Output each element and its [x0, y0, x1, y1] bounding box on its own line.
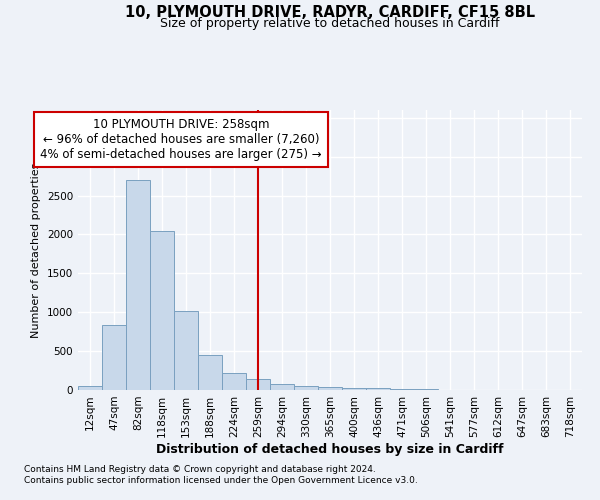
Bar: [318, 387, 342, 390]
Bar: [246, 378, 270, 390]
Text: Contains HM Land Registry data © Crown copyright and database right 2024.: Contains HM Land Registry data © Crown c…: [24, 465, 376, 474]
Bar: [198, 355, 222, 390]
Bar: [390, 389, 414, 390]
Bar: [342, 388, 366, 390]
Bar: [222, 373, 246, 390]
Bar: [366, 388, 390, 390]
Bar: [102, 326, 126, 390]
Bar: [270, 384, 294, 390]
Bar: [78, 386, 102, 390]
Text: Distribution of detached houses by size in Cardiff: Distribution of detached houses by size …: [156, 442, 504, 456]
Y-axis label: Number of detached properties: Number of detached properties: [31, 162, 41, 338]
Bar: [126, 180, 150, 390]
Bar: [294, 386, 318, 390]
Bar: [174, 312, 198, 390]
Text: 10 PLYMOUTH DRIVE: 258sqm
← 96% of detached houses are smaller (7,260)
4% of sem: 10 PLYMOUTH DRIVE: 258sqm ← 96% of detac…: [40, 118, 322, 161]
Bar: [150, 230, 174, 390]
Text: 10, PLYMOUTH DRIVE, RADYR, CARDIFF, CF15 8BL: 10, PLYMOUTH DRIVE, RADYR, CARDIFF, CF15…: [125, 5, 535, 20]
Text: Contains public sector information licensed under the Open Government Licence v3: Contains public sector information licen…: [24, 476, 418, 485]
Text: Size of property relative to detached houses in Cardiff: Size of property relative to detached ho…: [160, 18, 500, 30]
